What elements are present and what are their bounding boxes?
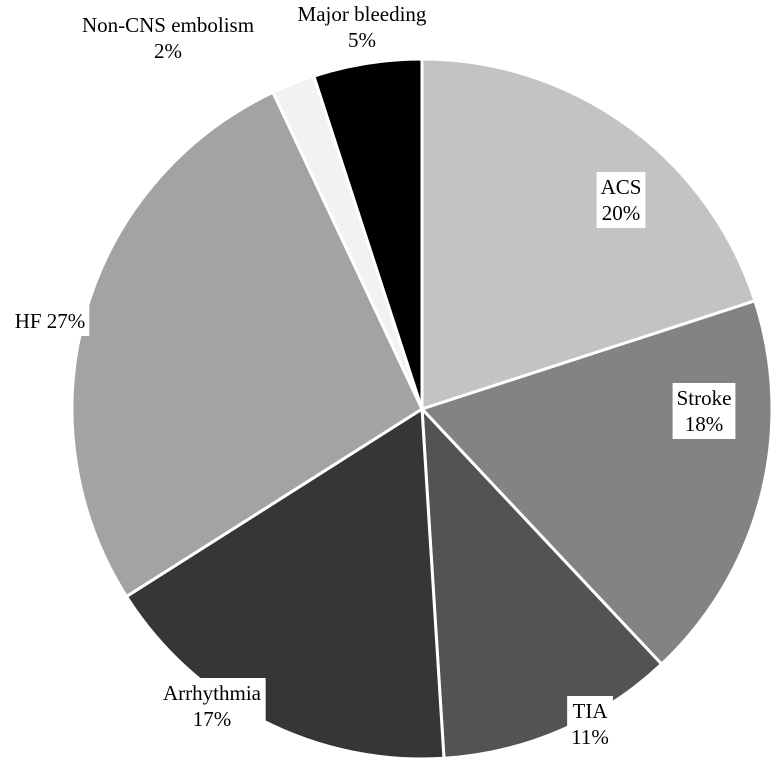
- pie-label-line-name: ACS: [601, 175, 642, 199]
- pie-label-box: [159, 678, 266, 734]
- pie-label-line-name: Stroke: [677, 386, 732, 410]
- pie-label-line-percent: 2%: [154, 39, 182, 63]
- pie-label-line-percent: 11%: [571, 725, 609, 749]
- pie-label-text: Stroke 18%: [677, 386, 732, 436]
- pie-labels: ACS 20% Stroke 18% TIA 11% Arrhythmia 17% HF 27%…: [10, 2, 736, 752]
- pie-label-line-name: HF 27%: [15, 309, 86, 333]
- pie-label-box: [10, 306, 90, 336]
- pie-slices: [70, 57, 774, 761]
- pie-label-box: [672, 383, 736, 439]
- pie-slice-acs: [420, 57, 757, 411]
- pie-label-acs: ACS 20%: [596, 172, 646, 228]
- pie-label-line-percent: 5%: [348, 28, 376, 52]
- pie-slice-major-bleeding: [312, 57, 424, 411]
- pie-label-line-percent: 20%: [602, 201, 641, 225]
- pie-label-text: Non-CNS embolism 2%: [82, 13, 254, 63]
- pie-label-stroke: Stroke 18%: [672, 383, 736, 439]
- pie-slice-tia: [420, 407, 664, 760]
- pie-label-line-percent: 18%: [685, 412, 724, 436]
- pie-label-line-name: Major bleeding: [298, 2, 427, 26]
- pie-label-hf: HF 27%: [10, 306, 90, 336]
- pie-label-arrhythmia: Arrhythmia 17%: [159, 678, 266, 734]
- pie-label-text: ACS 20%: [601, 175, 642, 225]
- pie-label-tia: TIA 11%: [567, 696, 613, 752]
- pie-label-line-name: Non-CNS embolism: [82, 13, 254, 37]
- pie-label-text: HF 27%: [15, 309, 86, 333]
- pie-label-line-name: Arrhythmia: [163, 681, 262, 705]
- pie-label-box: [596, 172, 646, 228]
- pie-label-text: Arrhythmia 17%: [163, 681, 262, 731]
- pie-label-non-cns-embolism: Non-CNS embolism 2%: [82, 13, 254, 63]
- pie-label-text: TIA 11%: [571, 699, 609, 749]
- pie-label-line-name: TIA: [573, 699, 609, 723]
- pie-label-box: [567, 696, 613, 752]
- pie-label-major-bleeding: Major bleeding 5%: [298, 2, 427, 52]
- pie-label-line-percent: 17%: [193, 707, 232, 731]
- pie-label-text: Major bleeding 5%: [298, 2, 427, 52]
